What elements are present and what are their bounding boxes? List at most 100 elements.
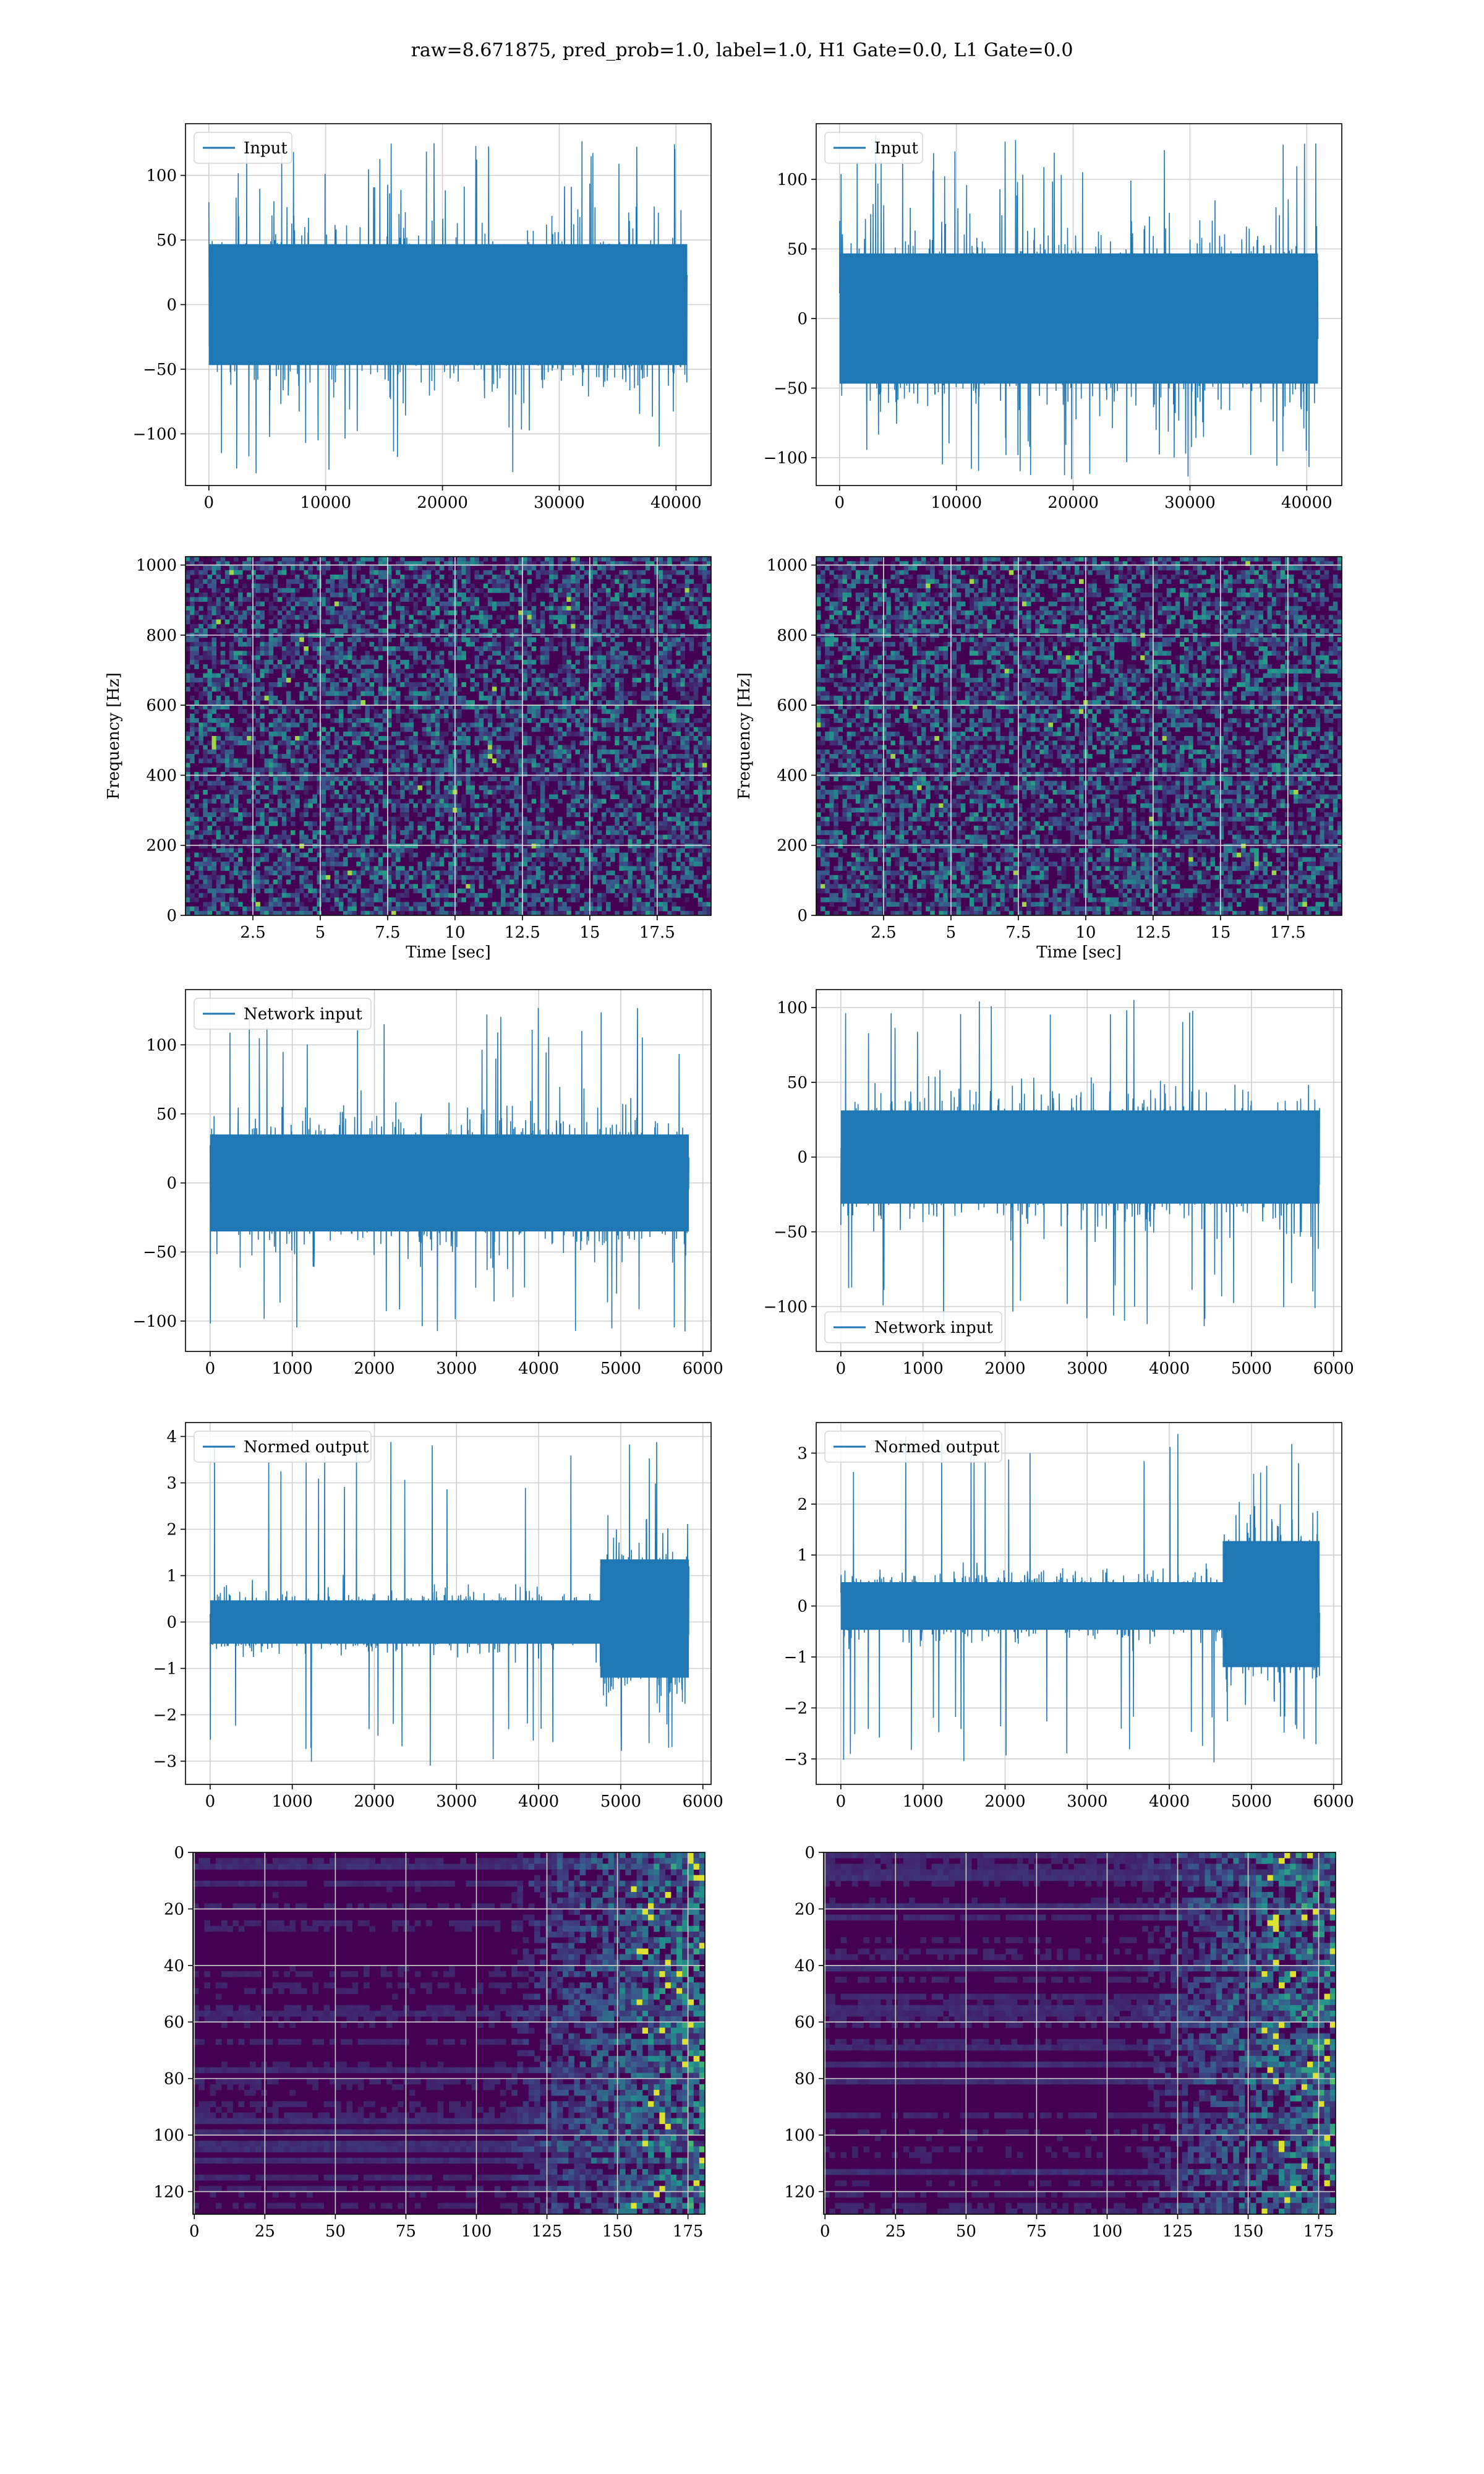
heatmap-cell: [606, 830, 611, 836]
heatmap-cell: [312, 641, 317, 647]
heatmap-cell: [286, 695, 291, 701]
heatmap-cell: [365, 758, 370, 764]
heatmap-cell: [548, 821, 554, 826]
heatmap-cell: [615, 812, 620, 818]
heatmap-cell: [479, 718, 484, 723]
heatmap-cell: [619, 664, 624, 669]
heatmap-cell: [632, 722, 638, 728]
heatmap-cell: [689, 597, 694, 602]
heatmap-cell: [308, 641, 313, 647]
heatmap-cell: [522, 659, 527, 665]
heatmap-cell: [369, 749, 375, 755]
heatmap-cell: [229, 790, 234, 795]
heatmap-cell: [409, 695, 414, 701]
heatmap-cell: [676, 682, 681, 687]
heatmap-cell: [334, 655, 339, 661]
heatmap-cell: [496, 745, 501, 750]
heatmap-cell: [198, 615, 203, 620]
heatmap-cell: [562, 593, 567, 597]
heatmap-cell: [382, 821, 388, 826]
heatmap-cell: [702, 839, 707, 844]
heatmap-cell: [636, 623, 642, 629]
heatmap-cell: [562, 745, 567, 750]
heatmap-cell: [579, 862, 585, 867]
heatmap-cell: [273, 637, 278, 643]
heatmap-cell: [663, 826, 668, 831]
heatmap-cell: [571, 637, 576, 643]
heatmap-cell: [426, 776, 432, 782]
heatmap-cell: [190, 740, 195, 746]
heatmap-cell: [435, 803, 440, 808]
heatmap-cell: [325, 610, 331, 615]
heatmap-cell: [365, 749, 370, 755]
heatmap-cell: [317, 579, 322, 584]
heatmap-cell: [255, 597, 260, 602]
heatmap-cell: [571, 619, 576, 625]
heatmap-cell: [654, 745, 659, 750]
heatmap-cell: [535, 745, 541, 750]
x-tick-label: 10000: [300, 494, 351, 512]
heatmap-cell: [321, 862, 326, 867]
heatmap-cell: [260, 740, 265, 746]
heatmap-cell: [496, 781, 501, 786]
heatmap-cell: [352, 588, 357, 593]
heatmap-cell: [676, 659, 681, 665]
heatmap-cell: [281, 588, 287, 593]
heatmap-cell: [492, 579, 497, 584]
heatmap-cell: [606, 781, 611, 786]
heatmap-cell: [317, 745, 322, 750]
heatmap-cell: [203, 731, 208, 737]
heatmap-cell: [343, 808, 348, 813]
heatmap-cell: [233, 816, 239, 822]
heatmap-cell: [615, 655, 620, 661]
heatmap-cell: [575, 785, 580, 790]
heatmap-cell: [207, 749, 212, 755]
heatmap-cell: [409, 857, 414, 862]
heatmap-cell: [334, 870, 339, 876]
heatmap-cell: [413, 731, 418, 737]
heatmap-cell: [592, 628, 598, 633]
heatmap-cell: [194, 570, 199, 575]
heatmap-cell: [242, 659, 247, 665]
heatmap-cell: [514, 709, 519, 714]
heatmap-cell: [430, 610, 436, 615]
heatmap-cell: [632, 659, 638, 665]
heatmap-cell: [522, 597, 527, 602]
heatmap-cell: [697, 772, 703, 777]
heatmap-cell: [632, 727, 638, 732]
heatmap-cell: [501, 570, 506, 575]
heatmap-cell: [365, 763, 370, 768]
heatmap-cell: [558, 682, 563, 687]
heatmap-cell: [264, 758, 270, 764]
heatmap-cell: [277, 588, 283, 593]
heatmap-cell: [606, 763, 611, 768]
heatmap-cell: [409, 852, 414, 858]
heatmap-cell: [273, 700, 278, 705]
heatmap-cell: [505, 565, 510, 571]
heatmap-cell: [579, 763, 585, 768]
heatmap-cell: [404, 749, 409, 755]
heatmap-cell: [400, 844, 405, 849]
heatmap-cell: [190, 758, 195, 764]
heatmap-cell: [479, 754, 484, 759]
heatmap-cell: [649, 826, 655, 831]
heatmap-cell: [443, 852, 449, 858]
heatmap-cell: [203, 718, 208, 723]
heatmap-cell: [295, 588, 300, 593]
heatmap-cell: [286, 736, 291, 741]
heatmap-cell: [571, 628, 576, 633]
heatmap-cell: [334, 709, 339, 714]
heatmap-cell: [220, 848, 226, 854]
heatmap-cell: [663, 687, 668, 692]
heatmap-cell: [255, 839, 260, 844]
heatmap-cell: [645, 615, 650, 620]
heatmap-cell: [273, 834, 278, 840]
heatmap-cell: [628, 593, 633, 597]
heatmap-cell: [474, 718, 480, 723]
heatmap-cell: [510, 736, 514, 741]
heatmap-cell: [229, 857, 234, 862]
heatmap-cell: [260, 709, 265, 714]
heatmap-cell: [548, 794, 554, 800]
heatmap-cell: [628, 655, 633, 661]
heatmap-cell: [286, 700, 291, 705]
